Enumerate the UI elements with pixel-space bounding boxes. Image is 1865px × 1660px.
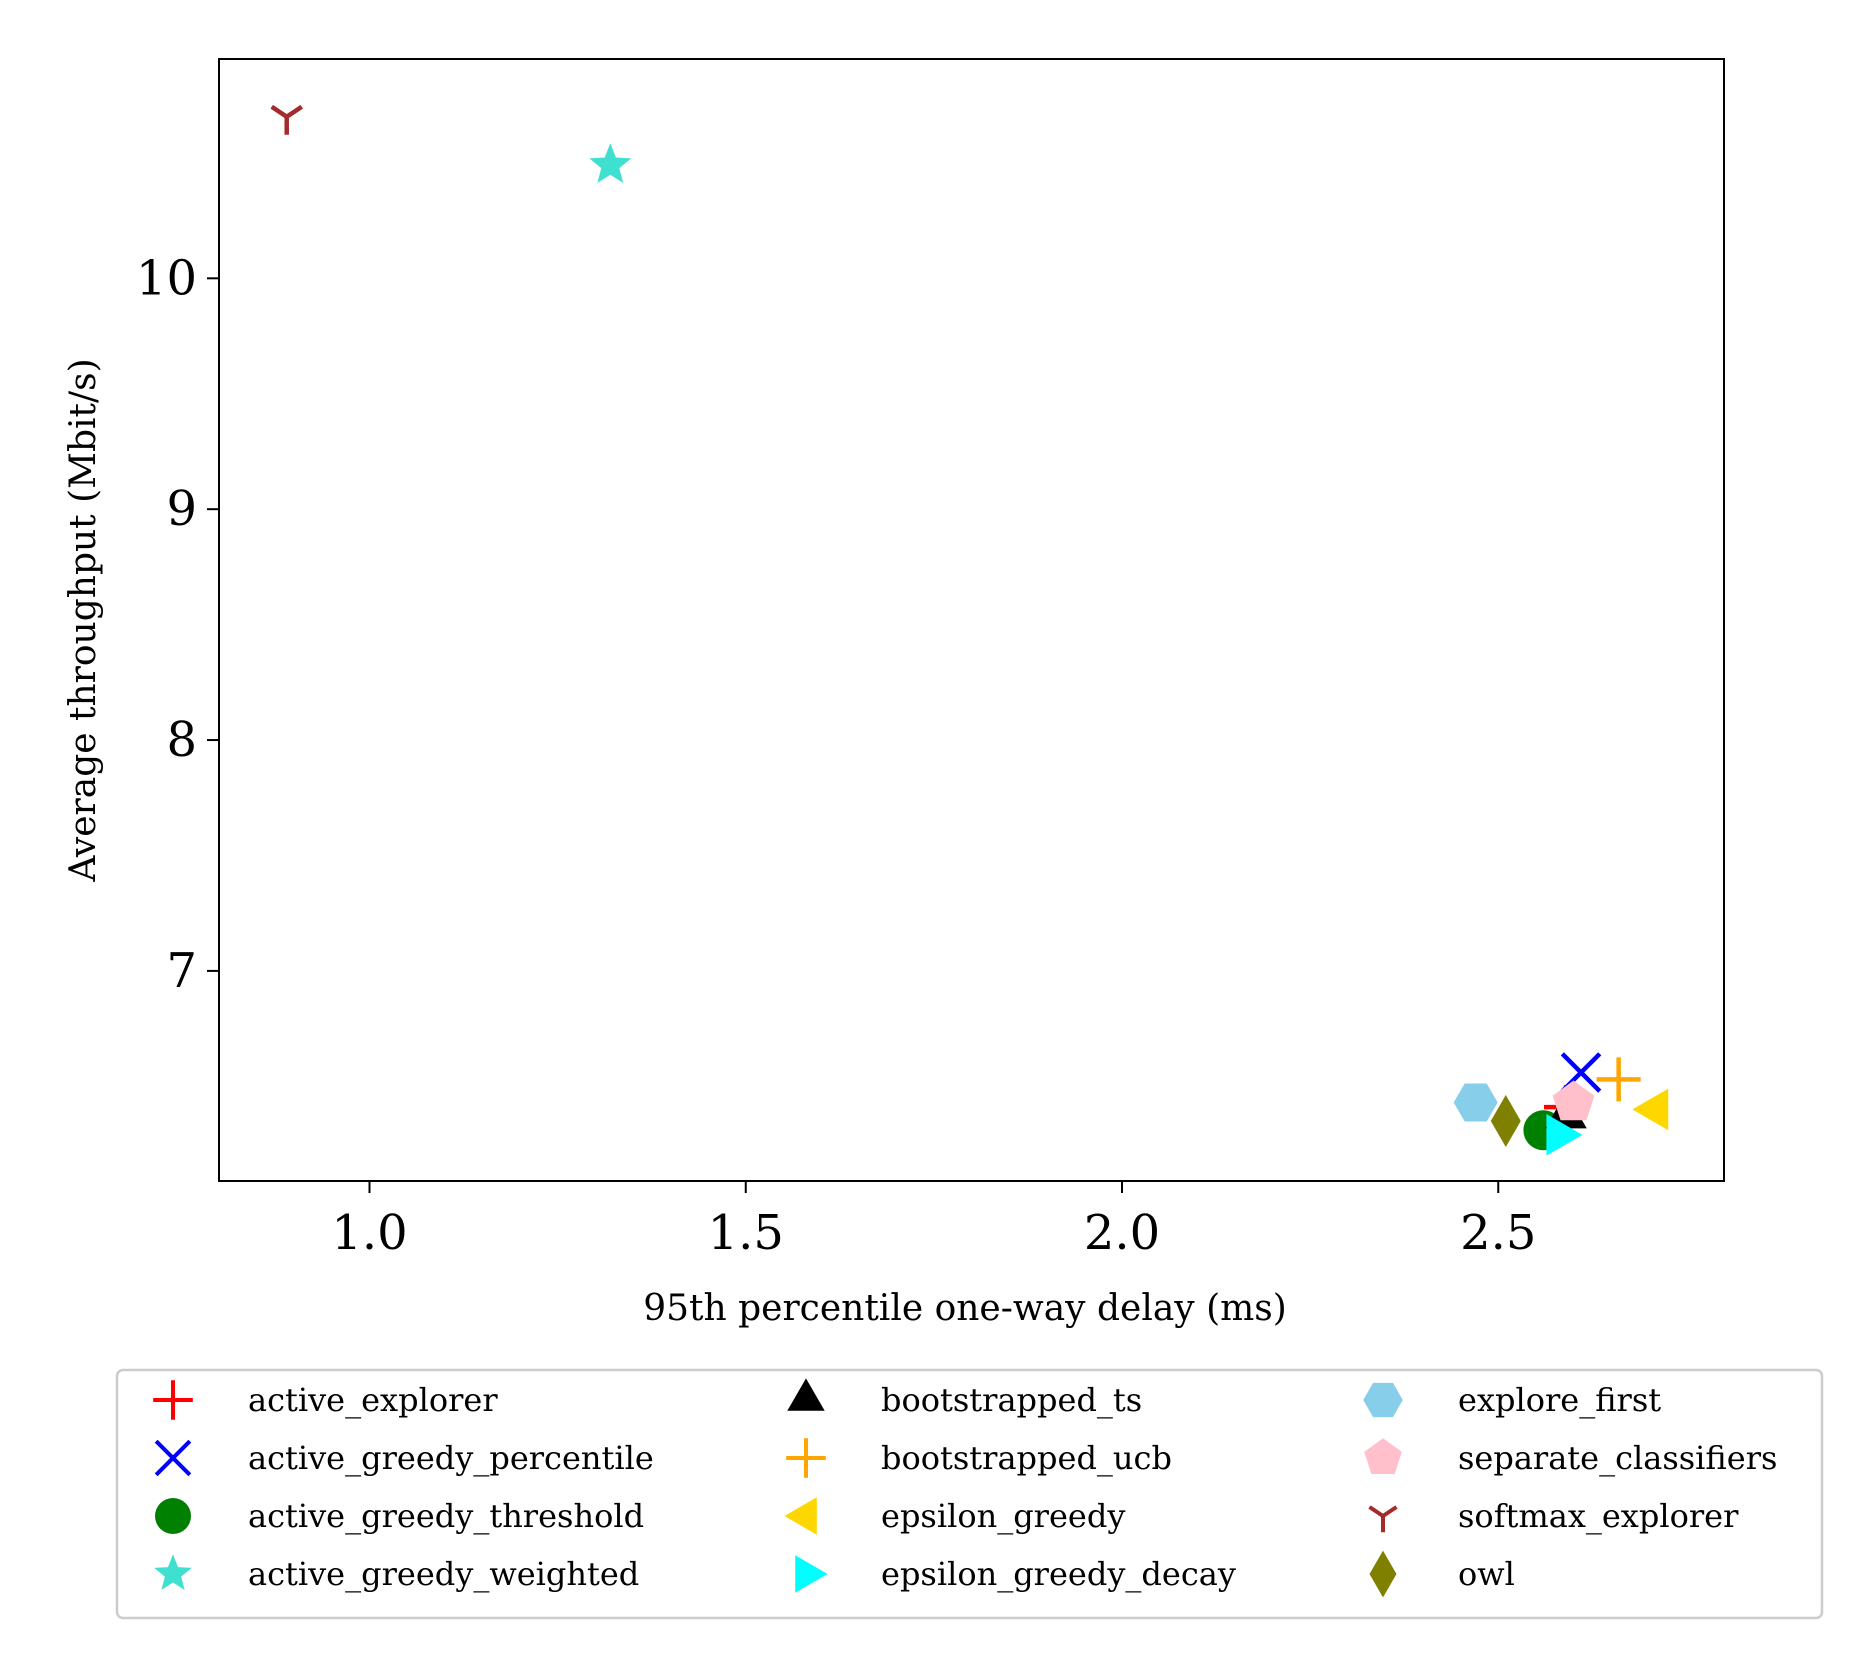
legend-label: epsilon_greedy_decay — [881, 1555, 1236, 1593]
marker-active-greedy-weighted — [589, 143, 632, 183]
y-axis: 7 8 9 10 — [136, 250, 219, 999]
y-tick-label: 9 — [166, 481, 197, 537]
data-markers — [270, 104, 1669, 1156]
legend-item-active-greedy-threshold: active_greedy_threshold — [155, 1497, 644, 1535]
legend-marker — [153, 1380, 193, 1420]
legend-marker — [1363, 1382, 1403, 1418]
legend-label: softmax_explorer — [1458, 1497, 1739, 1535]
legend-marker — [786, 1438, 826, 1478]
legend-marker — [155, 1498, 191, 1534]
legend-item-owl: owl — [1369, 1550, 1515, 1598]
legend-item-active-explorer: active_explorer — [153, 1380, 498, 1420]
x-tick-label: 2.5 — [1460, 1205, 1536, 1261]
y-tick-label: 8 — [166, 712, 197, 768]
x-tick-label: 2.0 — [1084, 1205, 1160, 1261]
marker-epsilon-greedy-decay — [1546, 1114, 1583, 1156]
legend-marker — [154, 1554, 192, 1591]
legend-item-epsilon-greedy: epsilon_greedy — [784, 1497, 1125, 1535]
legend-label: bootstrapped_ucb — [881, 1439, 1172, 1477]
marker-owl — [1490, 1094, 1521, 1147]
legend-item-bootstrapped-ucb: bootstrapped_ucb — [786, 1438, 1172, 1478]
legend-item-active-greedy-weighted: active_greedy_weighted — [154, 1554, 639, 1593]
legend-item-separate-classifiers: separate_classifiers — [1364, 1438, 1777, 1477]
marker-separate-classifiers — [1552, 1080, 1595, 1121]
x-tick-label: 1.5 — [708, 1205, 784, 1261]
legend-label: active_greedy_percentile — [248, 1439, 654, 1477]
y-tick-label: 7 — [166, 943, 197, 999]
legend-label: active_explorer — [248, 1381, 498, 1419]
y-tick-label: 10 — [136, 250, 197, 306]
legend-marker — [1369, 1550, 1397, 1598]
legend-item-explore-first: explore_first — [1363, 1381, 1661, 1419]
legend-item-softmax-explorer: softmax_explorer — [1368, 1497, 1739, 1535]
marker-bootstrapped-ucb — [1596, 1057, 1641, 1102]
legend-item-bootstrapped-ts: bootstrapped_ts — [787, 1378, 1142, 1419]
legend-box — [115, 1368, 1824, 1620]
plot-frame — [218, 58, 1725, 1182]
legend-item-epsilon-greedy-decay: epsilon_greedy_decay — [795, 1555, 1236, 1593]
legend-label: separate_classifiers — [1458, 1439, 1777, 1477]
y-axis-title: Average throughput (Mbit/s) — [63, 358, 104, 882]
x-tick-label: 1.0 — [331, 1205, 407, 1261]
legend-marker — [1364, 1438, 1402, 1475]
marker-explore-first — [1453, 1083, 1498, 1122]
legend-marker — [1368, 1505, 1398, 1533]
legend-label: owl — [1458, 1555, 1515, 1593]
legend-label: explore_first — [1458, 1381, 1661, 1419]
legend-label: active_greedy_weighted — [248, 1555, 639, 1593]
legend-marker — [784, 1497, 817, 1535]
marker-epsilon-greedy — [1632, 1088, 1669, 1131]
legend-marker — [795, 1555, 828, 1593]
legend-item-active-greedy-percentile: active_greedy_percentile — [154, 1439, 654, 1477]
legend-label: epsilon_greedy — [881, 1497, 1125, 1535]
legend-label: bootstrapped_ts — [881, 1381, 1142, 1419]
legend: active_explorer active_greedy_percentilea… — [115, 1368, 1824, 1620]
legend-marker — [154, 1439, 192, 1477]
marker-softmax-explorer — [270, 104, 303, 135]
legend-label: active_greedy_threshold — [248, 1497, 644, 1535]
x-axis-title: 95th percentile one-way delay (ms) — [643, 1288, 1287, 1329]
x-axis: 1.0 1.5 2.0 2.5 — [331, 1181, 1536, 1261]
legend-marker — [787, 1378, 825, 1411]
